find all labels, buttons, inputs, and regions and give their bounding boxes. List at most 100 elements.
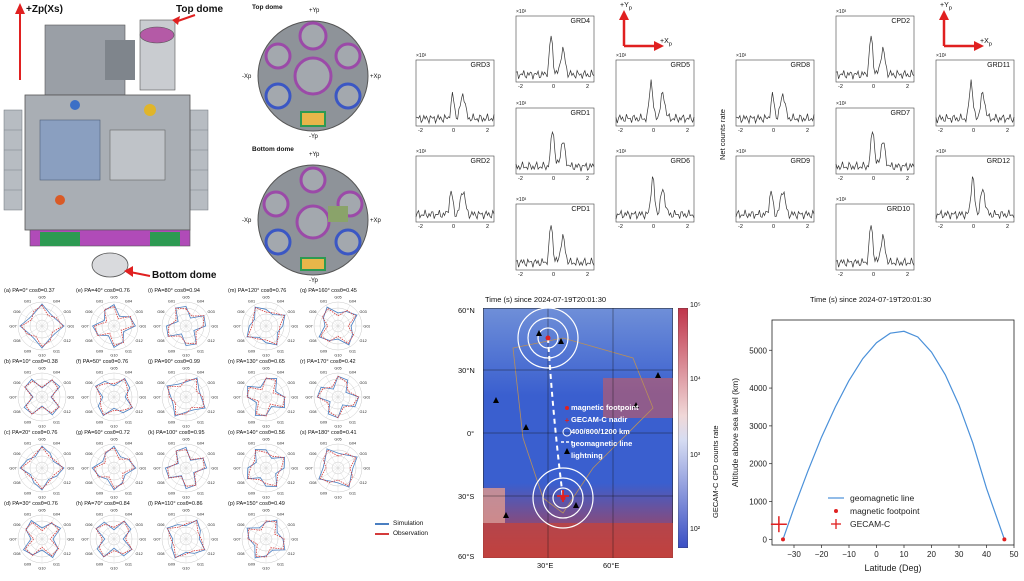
polar-spoke-label: G08 (237, 410, 244, 414)
polar-spoke-label: G06 (13, 523, 20, 527)
polar-observation-series (319, 307, 357, 345)
lightcurve-panel: GRD7 ×10³ -2 0 2 (828, 100, 916, 186)
legend-geomagnetic-line: geomagnetic line (850, 493, 915, 503)
map-legend: magnetic footpoint GECAM-C nadir 400/800… (571, 402, 639, 462)
polar-spoke-label: G09 (168, 492, 175, 496)
polar-spoke-label: G12 (136, 339, 143, 343)
lightcurve-x-tick: 0 (552, 84, 556, 90)
polar-spoke-label: G05 (182, 296, 189, 300)
polar-spoke-label: G07 (233, 538, 240, 542)
y-tick-label: 0 (763, 535, 768, 544)
top-dome-axis-yp: +Yp (309, 8, 320, 14)
polar-panel: (e) PA=40° cosθ=0.76 G05 G04 G03 G02 G12 G11 G1… (76, 288, 146, 358)
polar-spoke-label: G05 (182, 367, 189, 371)
lightcurve-panel-scale: ×10³ (616, 149, 627, 155)
polar-spoke-label: G12 (64, 410, 71, 414)
polar-spoke-label: G06 (85, 310, 92, 314)
polar-spoke-label: G05 (262, 296, 269, 300)
lightcurve-panel-scale: ×10³ (836, 9, 847, 15)
polar-spoke-label: G10 (38, 567, 45, 571)
polar-spoke-label: G01 (320, 370, 327, 374)
polar-spoke-label: G04 (125, 512, 132, 516)
polar-spoke-label: G05 (38, 296, 45, 300)
point-magnetic-footpoint (1002, 537, 1007, 542)
polar-spoke-label: G07 (305, 396, 312, 400)
polar-panel: (b) PA=10° cosθ=0.38 G05 G04 G03 G02 G12 G11 G1… (4, 359, 74, 429)
top-dome-axis-ym: -Yp (309, 134, 318, 140)
polar-observation-series (246, 377, 286, 417)
polar-spoke-label: G05 (262, 367, 269, 371)
polar-spoke-label: G12 (136, 481, 143, 485)
polar-spoke-label: G02 (211, 467, 218, 471)
polar-spoke-label: G12 (288, 410, 295, 414)
satellite-panel: +Zp(Xs) Top dome Bottom dome (0, 0, 223, 290)
axis-x-label-1: +Xp (660, 38, 673, 48)
polar-spoke-label: G08 (13, 339, 20, 343)
polar-simulation-series (166, 377, 206, 417)
lightcurve-panel-name: GRD3 (470, 62, 490, 69)
polar-panel-header: (h) PA=70° cosθ=0.84 (76, 501, 130, 507)
legend-simulation-swatch (375, 522, 389, 525)
lightcurve-xlabel-1: Time (s) since 2024-07-19T20:01:30 (485, 295, 607, 304)
polar-spoke-label: G09 (168, 563, 175, 567)
lightcurve-panel: GRD10 ×10³ -2 0 2 (828, 196, 916, 282)
map-drawing: + (483, 308, 673, 558)
polar-spoke-label: G11 (349, 421, 356, 425)
polar-spoke-label: G02 (67, 325, 74, 329)
lightcurve-x-tick: 2 (806, 224, 810, 230)
polar-spoke-label: G07 (153, 467, 160, 471)
polar-spoke-label: G07 (153, 538, 160, 542)
satellite-drawing (3, 3, 209, 278)
polar-spoke-label: G11 (197, 563, 204, 567)
polar-spoke-label: G05 (262, 438, 269, 442)
polar-spoke-label: G11 (125, 350, 132, 354)
polar-spoke-label: G07 (233, 325, 240, 329)
polar-panel: (p) PA=150° cosθ=0.49 G05 G04 G03 G02 G12 G11 G… (228, 501, 298, 571)
polar-observation-series (95, 378, 133, 416)
map-lon-tick: 60°E (603, 561, 620, 570)
lightcurve-panel-name: GRD4 (570, 18, 590, 25)
lightcurve-x-tick: -2 (418, 224, 423, 230)
polar-spoke-label: G06 (237, 452, 244, 456)
polar-spoke-label: G02 (291, 325, 298, 329)
polar-spoke-label: G03 (208, 310, 215, 314)
polar-spoke-label: G03 (360, 310, 367, 314)
polar-spoke-label: G04 (53, 370, 60, 374)
polar-spoke-label: G08 (85, 410, 92, 414)
polar-spoke-label: G04 (197, 370, 204, 374)
polar-spoke-label: G01 (248, 512, 255, 516)
axis-x-label-2: +Xp (980, 38, 993, 48)
polar-spoke-label: G02 (139, 325, 146, 329)
bottom-dome-drawing (257, 164, 369, 276)
series-geomagnetic-line (782, 330, 1005, 540)
polar-spoke-label: G04 (125, 370, 132, 374)
polar-spoke-label: G06 (85, 523, 92, 527)
polar-spoke-label: G02 (67, 538, 74, 542)
polar-observation-series (24, 521, 60, 557)
polar-panel-header: (b) PA=10° cosθ=0.38 (4, 359, 58, 365)
polar-simulation-series (318, 448, 358, 488)
polar-spoke-label: G12 (360, 339, 367, 343)
polar-panel-header: (i) PA=80° cosθ=0.94 (148, 288, 200, 294)
polar-spoke-label: G01 (168, 512, 175, 516)
lightcurve-x-tick: 2 (586, 84, 590, 90)
lightcurve-x-tick: 0 (872, 84, 876, 90)
polar-spoke-label: G09 (168, 350, 175, 354)
polar-observation-series (167, 378, 205, 416)
polar-spoke-label: G12 (208, 481, 215, 485)
y-tick-label: 1000 (749, 498, 767, 507)
lightcurve-panel: GRD9 ×10³ -2 0 2 (728, 148, 816, 234)
colorbar-tick: 10⁴ (690, 376, 701, 383)
polar-spoke-label: G09 (96, 350, 103, 354)
polar-observation-series (20, 304, 64, 348)
polar-panel-header: (j) PA=90° cosθ=0.99 (148, 359, 200, 365)
polar-spoke-label: G01 (168, 370, 175, 374)
polar-spoke-label: G10 (182, 425, 189, 429)
top-dome-drawing (257, 20, 369, 132)
lightcurve-x-tick: 2 (686, 128, 690, 134)
polar-observation-series (247, 520, 285, 558)
lightcurve-panel: GRD6 ×10³ -2 0 2 (608, 148, 696, 234)
lightcurve-panel: GRD2 ×10³ -2 0 2 (408, 148, 496, 234)
map-legend-footpoint: magnetic footpoint (571, 403, 639, 412)
polar-spoke-label: G06 (309, 381, 316, 385)
